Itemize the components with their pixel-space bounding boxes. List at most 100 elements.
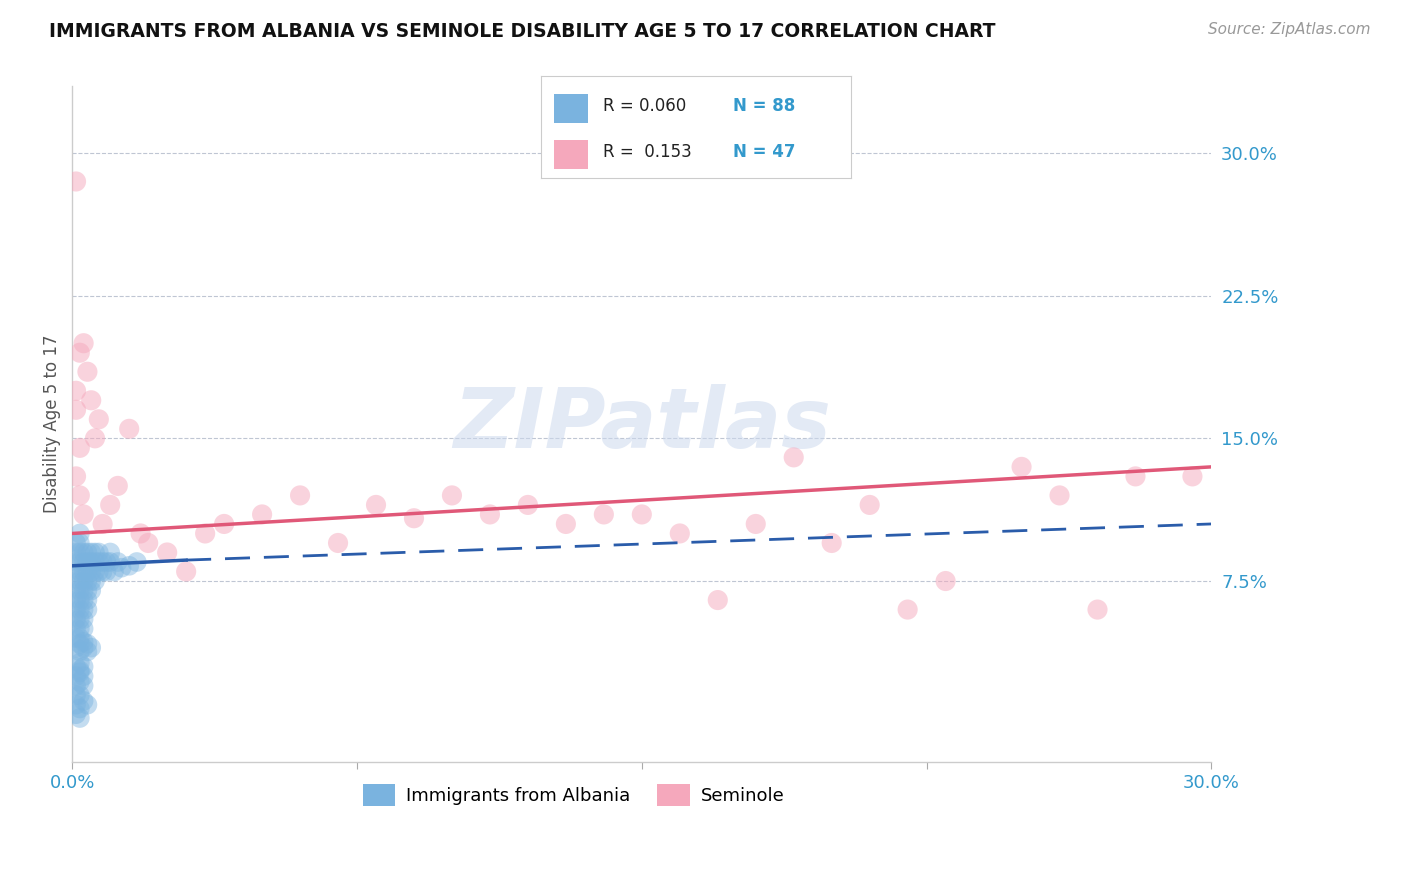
Point — [80, 640, 103, 655]
Point — [69, 637, 91, 651]
Point — [107, 555, 129, 569]
Point — [65, 707, 87, 722]
Point — [592, 508, 614, 522]
Point — [87, 412, 110, 426]
Point — [87, 565, 110, 579]
Point — [72, 336, 94, 351]
Point — [80, 555, 103, 569]
Point — [80, 565, 103, 579]
Point — [65, 469, 87, 483]
Text: IMMIGRANTS FROM ALBANIA VS SEMINOLE DISABILITY AGE 5 TO 17 CORRELATION CHART: IMMIGRANTS FROM ALBANIA VS SEMINOLE DISA… — [49, 22, 995, 41]
Point — [125, 555, 148, 569]
Point — [69, 565, 91, 579]
Point — [65, 659, 87, 673]
Point — [516, 498, 538, 512]
Point — [103, 565, 125, 579]
Point — [76, 565, 98, 579]
Point — [402, 511, 425, 525]
Text: N = 88: N = 88 — [733, 96, 796, 114]
Point — [65, 679, 87, 693]
Text: Source: ZipAtlas.com: Source: ZipAtlas.com — [1208, 22, 1371, 37]
Point — [69, 665, 91, 680]
Point — [76, 583, 98, 598]
Point — [136, 536, 159, 550]
Point — [478, 508, 501, 522]
Point — [72, 622, 94, 636]
Point — [69, 536, 91, 550]
Point — [65, 174, 87, 188]
Point — [69, 526, 91, 541]
Point — [69, 441, 91, 455]
Point — [69, 545, 91, 559]
Point — [72, 659, 94, 673]
Point — [76, 698, 98, 712]
Point — [72, 694, 94, 708]
Text: ZIPatlas: ZIPatlas — [453, 384, 831, 465]
Point — [65, 545, 87, 559]
Point — [1125, 469, 1147, 483]
Point — [69, 656, 91, 670]
Point — [554, 516, 576, 531]
Point — [65, 698, 87, 712]
Point — [212, 516, 235, 531]
Point — [80, 393, 103, 408]
Point — [69, 612, 91, 626]
Point — [98, 545, 121, 559]
Point — [72, 669, 94, 683]
Point — [65, 384, 87, 398]
Point — [80, 545, 103, 559]
Point — [65, 602, 87, 616]
Point — [84, 545, 107, 559]
Point — [156, 545, 179, 559]
Point — [65, 622, 87, 636]
Point — [69, 674, 91, 689]
Point — [65, 593, 87, 607]
Point — [129, 526, 152, 541]
Text: R = 0.060: R = 0.060 — [603, 96, 686, 114]
Point — [118, 558, 141, 573]
Point — [69, 644, 91, 658]
Point — [91, 516, 114, 531]
Point — [69, 345, 91, 359]
Point — [72, 545, 94, 559]
Text: R =  0.153: R = 0.153 — [603, 143, 692, 161]
Point — [69, 711, 91, 725]
Point — [440, 488, 463, 502]
Point — [76, 555, 98, 569]
Point — [84, 431, 107, 445]
Point — [91, 555, 114, 569]
Point — [1181, 469, 1204, 483]
Point — [98, 498, 121, 512]
Point — [72, 583, 94, 598]
Point — [668, 526, 690, 541]
Point — [326, 536, 349, 550]
Point — [72, 612, 94, 626]
Point — [69, 574, 91, 588]
Point — [65, 612, 87, 626]
Point — [69, 631, 91, 645]
Point — [69, 488, 91, 502]
Point — [897, 602, 920, 616]
Point — [84, 555, 107, 569]
Point — [72, 574, 94, 588]
Point — [76, 545, 98, 559]
Point — [72, 635, 94, 649]
Text: N = 47: N = 47 — [733, 143, 796, 161]
Legend: Immigrants from Albania, Seminole: Immigrants from Albania, Seminole — [356, 777, 792, 814]
Point — [87, 545, 110, 559]
Point — [72, 508, 94, 522]
Point — [96, 565, 118, 579]
Point — [288, 488, 311, 502]
Point — [935, 574, 957, 588]
Point — [69, 602, 91, 616]
Point — [72, 593, 94, 607]
Point — [84, 574, 107, 588]
Point — [96, 555, 118, 569]
Point — [69, 622, 91, 636]
Point — [76, 365, 98, 379]
Point — [69, 593, 91, 607]
Point — [91, 565, 114, 579]
Point — [821, 536, 844, 550]
Point — [72, 640, 94, 655]
Point — [69, 688, 91, 702]
